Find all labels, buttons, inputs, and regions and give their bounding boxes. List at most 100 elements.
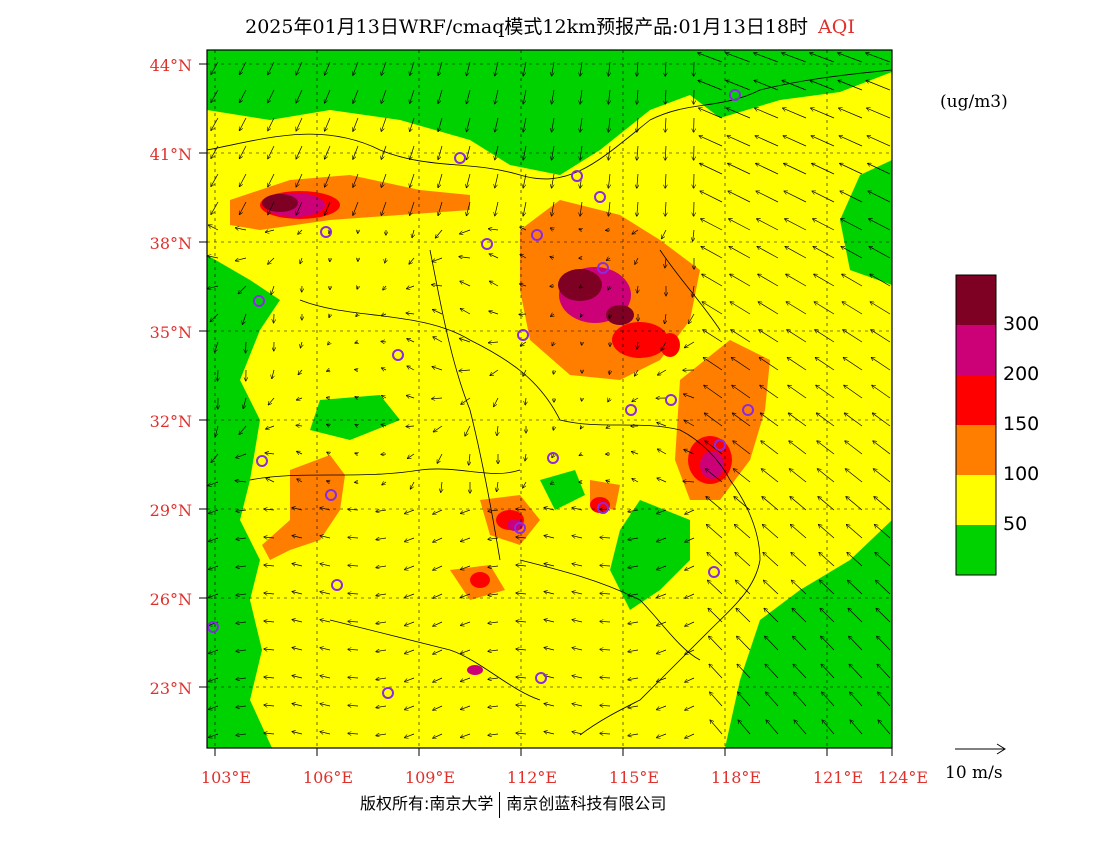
wind-arrow <box>433 593 443 598</box>
wind-arrow <box>689 313 695 324</box>
wind-arrow <box>763 553 779 567</box>
zone-north-green <box>207 50 892 175</box>
wind-arrow <box>523 369 526 376</box>
wind-arrow <box>839 136 863 147</box>
wind-arrow <box>784 164 807 175</box>
wind-arrow <box>764 608 779 623</box>
wind-arrow <box>348 593 359 594</box>
wind-arrow <box>628 734 639 736</box>
wind-arrow <box>785 219 807 231</box>
wind-arrow <box>628 594 639 596</box>
wind-arrow <box>729 247 751 259</box>
boundary-lines <box>207 69 892 736</box>
wind-arrow <box>438 145 443 159</box>
wind-arrow <box>405 621 415 626</box>
wind-arrow <box>516 677 527 678</box>
wind-arrow <box>381 173 387 187</box>
wind-arrow <box>657 478 667 483</box>
wind-arrow <box>376 650 387 652</box>
wind-arrow <box>572 536 583 538</box>
wind-arrow <box>552 145 555 160</box>
wind-arrow <box>704 385 723 399</box>
wind-arrow <box>707 525 723 539</box>
wind-arrow <box>870 274 891 287</box>
wind-arrow <box>761 441 779 455</box>
wind-arrow <box>240 89 247 102</box>
wind-arrow <box>516 733 527 734</box>
wind-arrow <box>211 117 219 130</box>
wind-arrow <box>297 398 303 400</box>
wind-arrow <box>211 145 219 158</box>
lon-label-103: 103°E <box>200 768 252 787</box>
wind-arrow <box>662 229 667 239</box>
wind-arrow <box>353 173 359 187</box>
wind-arrow <box>847 553 863 567</box>
wind-arrow <box>706 497 723 511</box>
wind-arrow <box>554 369 555 374</box>
wind-arrow <box>764 580 779 595</box>
wind-arrow <box>438 201 443 215</box>
wind-arrow <box>606 481 611 483</box>
wind-arrow <box>296 173 303 187</box>
copyright-separator <box>499 791 501 818</box>
wind-arrow <box>236 622 247 623</box>
wind-arrow <box>553 425 554 430</box>
wind-arrow <box>264 593 275 594</box>
wind-arrow <box>490 369 499 375</box>
colorbar-label-200: 200 <box>1003 363 1040 385</box>
wind-arrow <box>461 397 471 404</box>
wind-arrow <box>497 481 498 491</box>
wind-arrow <box>552 61 555 76</box>
wind-arrow <box>736 580 751 595</box>
wind-arrow <box>490 281 499 287</box>
wind-arrow <box>296 145 303 159</box>
wind-arrow <box>320 536 331 538</box>
wind-arrow <box>209 733 219 737</box>
wind-arrow <box>433 677 443 682</box>
wind-arrow <box>735 525 751 539</box>
wind-arrow <box>782 53 807 63</box>
wind-arrow <box>786 302 807 315</box>
wind-arrow <box>495 61 499 76</box>
wind-arrow <box>692 285 694 297</box>
wind-arrow <box>765 636 779 651</box>
wind-arrow <box>348 649 359 650</box>
wind-arrow <box>489 342 499 343</box>
wind-arrow <box>348 537 359 538</box>
wind-arrow <box>438 61 443 75</box>
wind-arrow <box>382 368 387 370</box>
wind-arrow <box>552 454 554 458</box>
wind-arrow <box>432 398 443 399</box>
wind-arrow <box>738 720 751 735</box>
wind-arrow <box>608 286 610 290</box>
wind-arrow <box>329 314 330 317</box>
wind-arrow <box>600 677 611 678</box>
wind-arrow <box>209 649 219 653</box>
wind-arrow <box>381 424 387 426</box>
wind-arrow <box>632 479 639 483</box>
map-frame <box>206 49 893 749</box>
wind-arrow <box>699 108 723 119</box>
copyright: 版权所有:南京大学 南京创蓝科技有限公司 <box>360 790 666 818</box>
wind-arrow <box>867 108 891 119</box>
wind-arrow <box>292 620 303 622</box>
wind-arrow <box>325 117 331 131</box>
wind-arrow <box>683 481 695 482</box>
wind-arrow <box>600 705 611 706</box>
wind-arrow <box>353 61 359 75</box>
wind-arrow <box>236 453 247 458</box>
wind-arrow <box>705 441 723 455</box>
wind-arrow <box>628 538 639 540</box>
lat-label-26: 26°N <box>149 590 192 609</box>
wind-arrow <box>872 385 891 399</box>
wind-arrow <box>867 136 891 147</box>
wind-arrow <box>552 342 554 346</box>
wind-arrow <box>489 254 499 259</box>
wind-arrow <box>325 173 331 187</box>
wind-arrow <box>246 341 247 353</box>
lat-label-32: 32°N <box>149 412 192 431</box>
wind-arrow <box>600 621 611 622</box>
city-markers <box>207 89 754 699</box>
wind-arrow <box>665 257 666 268</box>
wind-arrow <box>845 441 863 455</box>
